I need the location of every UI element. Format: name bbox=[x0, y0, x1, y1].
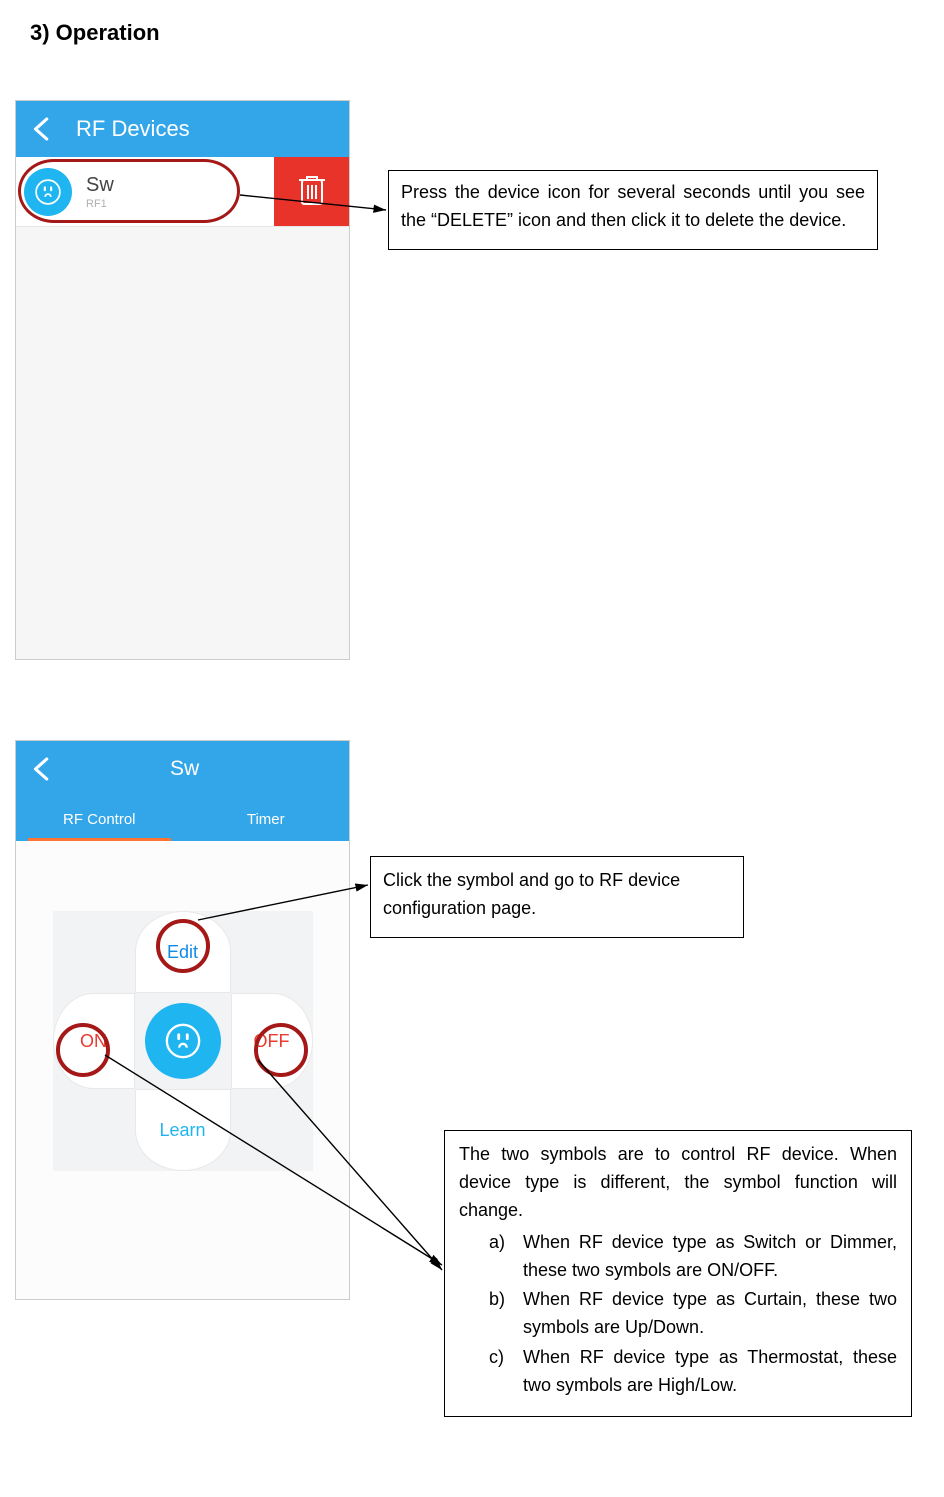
control-pad: Edit Learn ON OFF bbox=[16, 841, 349, 1261]
center-outlet-icon[interactable] bbox=[145, 1003, 221, 1079]
callout3-item-c: When RF device type as Thermostat, these… bbox=[489, 1344, 897, 1400]
cross-layout: Edit Learn ON OFF bbox=[53, 911, 313, 1171]
section-heading: 3) Operation bbox=[30, 20, 914, 46]
screenshot-rf-control: Sw RF Control Timer Edit Learn ON OFF bbox=[15, 740, 350, 1300]
on-button[interactable]: ON bbox=[53, 993, 135, 1089]
callout3-item-b: When RF device type as Curtain, these tw… bbox=[489, 1286, 897, 1342]
device-text: Sw RF1 bbox=[86, 174, 114, 210]
callout3-intro: The two symbols are to control RF device… bbox=[459, 1141, 897, 1225]
delete-button[interactable] bbox=[274, 157, 349, 226]
callout3-list: When RF device type as Switch or Dimmer,… bbox=[459, 1229, 897, 1400]
callout-on-off-explanation: The two symbols are to control RF device… bbox=[444, 1130, 912, 1417]
device-swipe-area[interactable]: Sw RF1 bbox=[16, 157, 274, 226]
tab-bar: RF Control Timer bbox=[16, 797, 349, 841]
callout-edit-instruction: Click the symbol and go to RF device con… bbox=[370, 856, 744, 938]
off-button[interactable]: OFF bbox=[231, 993, 313, 1089]
back-arrow-icon[interactable] bbox=[28, 114, 58, 144]
back-arrow-icon[interactable] bbox=[28, 754, 58, 784]
tab-rf-control[interactable]: RF Control bbox=[16, 797, 183, 841]
callout-delete-instruction: Press the device icon for several second… bbox=[388, 170, 878, 250]
device-row[interactable]: Sw RF1 bbox=[16, 157, 349, 227]
device-sublabel: RF1 bbox=[86, 198, 114, 210]
screen-title: Sw bbox=[170, 757, 199, 781]
callout3-item-a: When RF device type as Switch or Dimmer,… bbox=[489, 1229, 897, 1285]
learn-button[interactable]: Learn bbox=[135, 1089, 231, 1171]
outlet-icon[interactable] bbox=[24, 168, 72, 216]
edit-button[interactable]: Edit bbox=[135, 911, 231, 993]
device-name: Sw bbox=[86, 174, 114, 197]
tab-timer[interactable]: Timer bbox=[183, 797, 350, 841]
screenshot-rf-devices: RF Devices Sw RF1 bbox=[15, 100, 350, 660]
trash-icon bbox=[296, 172, 328, 211]
app-header: Sw bbox=[16, 741, 349, 797]
app-header: RF Devices bbox=[16, 101, 349, 157]
screen-title: RF Devices bbox=[76, 116, 190, 142]
